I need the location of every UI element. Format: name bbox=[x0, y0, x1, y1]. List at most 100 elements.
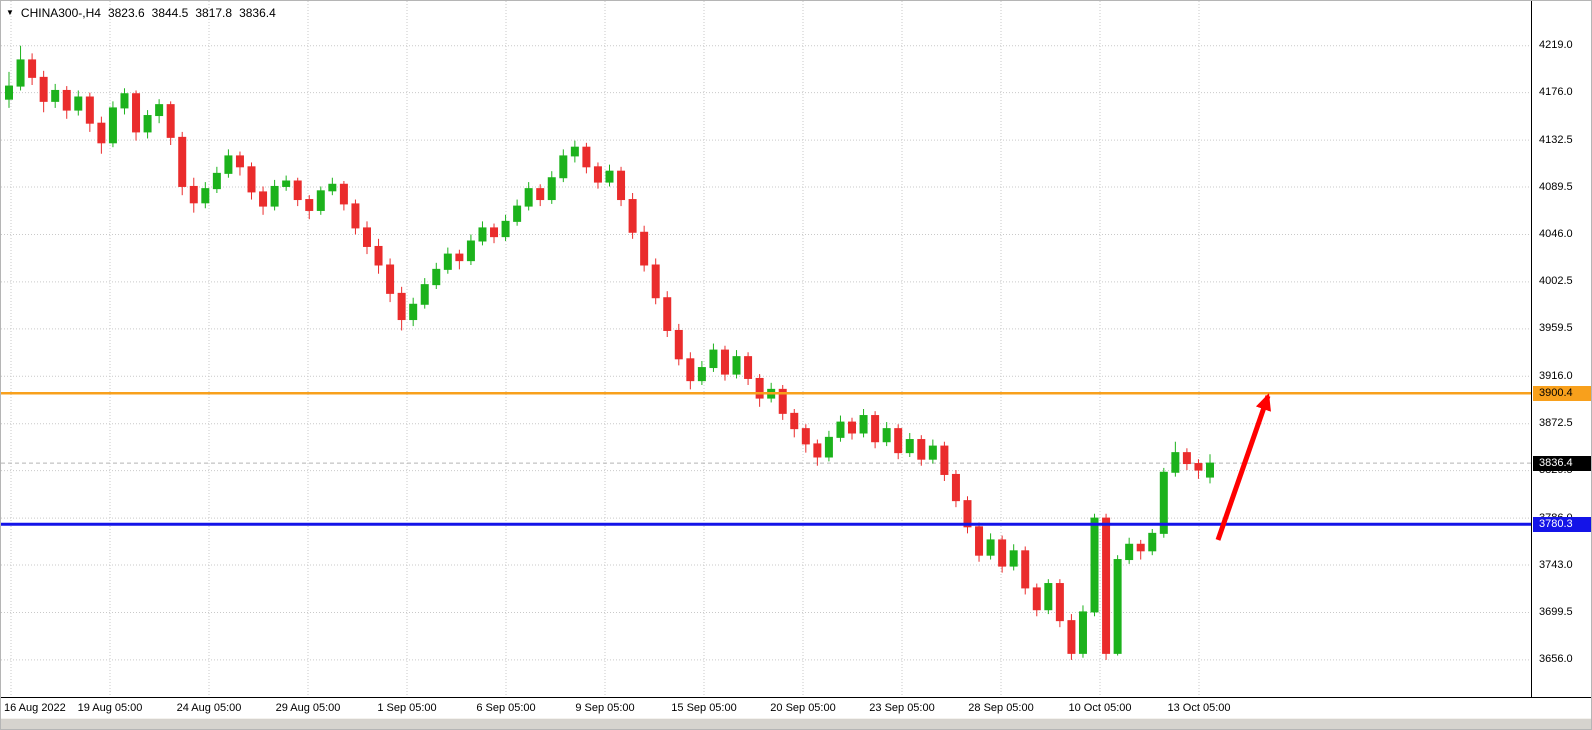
bullish-projection-arrow[interactable] bbox=[1215, 393, 1271, 541]
ohlc-high: 3844.5 bbox=[151, 6, 189, 20]
time-axis-label: 23 Sep 05:00 bbox=[869, 702, 935, 714]
candle-body bbox=[617, 170, 626, 201]
candle-body bbox=[559, 155, 568, 179]
candle-body bbox=[97, 122, 106, 144]
symbol-dropdown-icon[interactable]: ▼ bbox=[6, 8, 14, 17]
candle-body bbox=[1136, 543, 1145, 552]
candle-body bbox=[5, 85, 13, 100]
candle-body bbox=[293, 180, 302, 201]
candle-body bbox=[212, 172, 221, 190]
candle-body bbox=[1102, 517, 1111, 654]
candle-body bbox=[155, 104, 164, 117]
price-axis-label: 4046.0 bbox=[1539, 227, 1573, 240]
resistance-price-tag: 3900.4 bbox=[1533, 385, 1591, 401]
price-axis-label: 3743.0 bbox=[1539, 558, 1573, 571]
candle-body bbox=[351, 203, 360, 229]
candle-body bbox=[386, 264, 395, 294]
price-axis-label: 3959.5 bbox=[1539, 322, 1573, 335]
candle-body bbox=[628, 199, 637, 233]
price-axis[interactable]: 3900.4 3836.4 3780.3 4219.0 4176.0 4132.5 4… bbox=[1531, 1, 1591, 697]
candle-body bbox=[536, 188, 545, 201]
candle-body bbox=[305, 199, 314, 211]
candle-body bbox=[547, 177, 556, 201]
candlestick-chart[interactable] bbox=[1, 1, 1531, 697]
support-price-tag: 3780.3 bbox=[1533, 516, 1591, 532]
candle-body bbox=[570, 146, 579, 157]
candle-body bbox=[1148, 532, 1157, 552]
candle-body bbox=[975, 526, 984, 556]
candle-body bbox=[917, 439, 926, 460]
candle-body bbox=[593, 166, 602, 183]
candle-body bbox=[409, 303, 418, 321]
candle-body bbox=[62, 89, 71, 111]
candle-body bbox=[755, 377, 764, 399]
price-axis-label: 4002.5 bbox=[1539, 275, 1573, 288]
candle-body bbox=[801, 428, 810, 445]
time-axis-label: 20 Sep 05:00 bbox=[770, 702, 836, 714]
candle-body bbox=[905, 439, 914, 454]
candle-body bbox=[478, 227, 487, 242]
candle-body bbox=[720, 349, 729, 375]
time-axis-label: 10 Oct 05:00 bbox=[1068, 702, 1132, 714]
candle-body bbox=[1125, 543, 1134, 561]
candle-body bbox=[443, 253, 452, 270]
candle-body bbox=[397, 292, 406, 321]
candle-body bbox=[732, 356, 741, 375]
current-price-tag: 3836.4 bbox=[1533, 455, 1591, 471]
candle-body bbox=[1206, 462, 1214, 478]
price-axis-label: 4219.0 bbox=[1539, 39, 1573, 52]
candle-body bbox=[316, 190, 325, 211]
candle-body bbox=[859, 415, 868, 434]
candle-body bbox=[836, 421, 845, 438]
candle-body bbox=[1078, 611, 1087, 654]
candle-body bbox=[824, 436, 833, 458]
time-axis-label: 1 Sep 05:00 bbox=[377, 702, 437, 714]
candle-body bbox=[28, 59, 37, 78]
candle-body bbox=[790, 412, 799, 430]
candle-body bbox=[963, 500, 972, 528]
candle-body bbox=[455, 253, 464, 262]
symbol-title: CHINA300-,H4 bbox=[20, 6, 101, 20]
ohlc-open: 3823.6 bbox=[107, 6, 145, 20]
time-axis-label: 16 Aug 2022 bbox=[4, 702, 66, 714]
candle-body bbox=[894, 428, 903, 454]
time-axis[interactable]: 16 Aug 2022 19 Aug 05:00 24 Aug 05:00 29 Au… bbox=[1, 697, 1591, 718]
candle-body bbox=[224, 155, 233, 174]
candle-body bbox=[120, 93, 129, 109]
price-axis-label: 4132.5 bbox=[1539, 133, 1573, 146]
candle-body bbox=[813, 443, 822, 458]
time-axis-label: 9 Sep 05:00 bbox=[575, 702, 635, 714]
candle-body bbox=[686, 358, 695, 382]
candle-body bbox=[882, 428, 891, 443]
candle-body bbox=[928, 445, 937, 460]
candle-body bbox=[166, 104, 175, 138]
plot-area[interactable]: ▼ CHINA300-,H4 3823.6 3844.5 3817.8 3836… bbox=[1, 1, 1531, 697]
price-axis-label: 3872.5 bbox=[1539, 417, 1573, 430]
price-axis-label: 3656.0 bbox=[1539, 653, 1573, 666]
candle-body bbox=[51, 89, 60, 102]
price-axis-label: 3916.0 bbox=[1539, 369, 1573, 382]
candle-body bbox=[951, 473, 960, 502]
candle-body bbox=[674, 329, 683, 360]
candle-body bbox=[1055, 583, 1064, 622]
candle-body bbox=[1171, 452, 1180, 473]
ohlc-low: 3817.8 bbox=[195, 6, 233, 20]
candle-body bbox=[998, 539, 1007, 567]
candle-body bbox=[328, 183, 337, 192]
candle-body bbox=[189, 185, 198, 204]
candle-body bbox=[466, 240, 475, 262]
candle-body bbox=[420, 284, 429, 305]
candle-body bbox=[697, 367, 706, 382]
candle-body bbox=[651, 264, 660, 299]
candle-body bbox=[524, 188, 533, 207]
candle-body bbox=[663, 297, 672, 331]
candle-body bbox=[108, 107, 117, 144]
candle-body bbox=[16, 59, 25, 87]
ohlc-close: 3836.4 bbox=[239, 6, 276, 20]
candle-body bbox=[582, 146, 591, 168]
candle-body bbox=[490, 227, 499, 238]
candle-body bbox=[39, 76, 48, 102]
candle-body bbox=[74, 96, 83, 111]
candle-body bbox=[132, 93, 141, 133]
